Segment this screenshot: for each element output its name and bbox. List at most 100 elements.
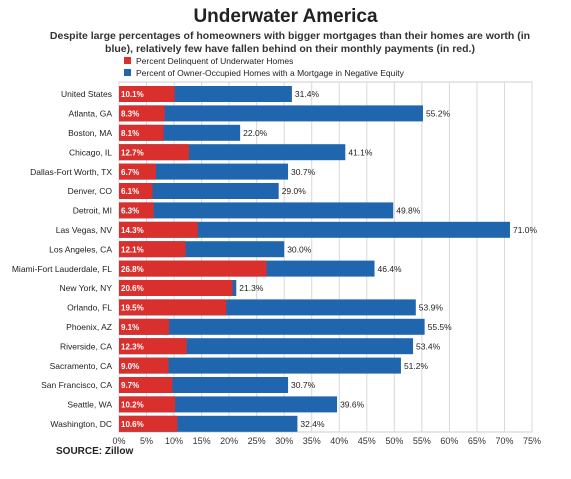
data-label-negative-equity: 55.5% xyxy=(428,322,453,332)
data-label-negative-equity: 32.4% xyxy=(300,419,325,429)
category-label: San Francisco, CA xyxy=(41,380,112,390)
data-label-negative-equity: 53.9% xyxy=(419,303,444,313)
data-label-negative-equity: 30.0% xyxy=(287,244,312,254)
bar-negative-equity xyxy=(119,183,279,199)
legend-swatch-delinquent xyxy=(124,57,131,64)
data-label-negative-equity: 31.4% xyxy=(295,89,320,99)
source-note: SOURCE: Zillow xyxy=(56,446,134,457)
data-label-negative-equity: 30.7% xyxy=(291,167,316,177)
category-label: Riverside, CA xyxy=(60,341,112,351)
bar-negative-equity xyxy=(119,163,289,180)
data-label-delinquent: 9.1% xyxy=(121,323,139,332)
data-label-delinquent: 9.7% xyxy=(121,381,139,390)
category-label: Washington, DC xyxy=(50,419,112,429)
x-tick-label: 15% xyxy=(193,436,211,446)
bar-delinquent xyxy=(119,202,154,219)
x-tick-label: 65% xyxy=(468,436,486,446)
data-label-negative-equity: 46.4% xyxy=(378,264,403,274)
data-label-delinquent: 10.1% xyxy=(121,90,144,99)
data-label-negative-equity: 53.4% xyxy=(416,341,441,351)
bar-delinquent xyxy=(119,280,233,296)
bar-delinquent xyxy=(119,260,267,277)
data-label-delinquent: 10.6% xyxy=(121,420,144,429)
bar-delinquent xyxy=(119,377,173,393)
data-label-delinquent: 6.1% xyxy=(121,187,139,196)
data-label-negative-equity: 51.2% xyxy=(404,361,429,371)
x-tick-label: 40% xyxy=(330,436,348,446)
x-tick-label: 25% xyxy=(248,436,266,446)
category-label: Denver, CO xyxy=(68,186,113,196)
bar-negative-equity xyxy=(119,357,401,374)
bar-delinquent xyxy=(119,163,156,180)
category-label: Atlanta, GA xyxy=(69,109,113,119)
x-tick-label: 35% xyxy=(303,436,321,446)
category-label: Detroit, MI xyxy=(73,206,112,216)
data-label-delinquent: 14.3% xyxy=(121,226,144,235)
data-label-negative-equity: 21.3% xyxy=(239,283,264,293)
category-label: Chicago, IL xyxy=(69,147,112,157)
bar-negative-equity xyxy=(119,318,425,335)
data-label-negative-equity: 39.6% xyxy=(340,400,365,410)
data-label-delinquent: 12.7% xyxy=(121,148,144,157)
data-label-delinquent: 6.7% xyxy=(121,168,139,177)
x-tick-label: 55% xyxy=(413,436,431,446)
bar-delinquent xyxy=(119,183,153,199)
category-label: Miami-Fort Lauderdale, FL xyxy=(12,264,112,274)
chart-subtitle: Despite large percentages of homeowners … xyxy=(49,30,531,55)
bar-negative-equity xyxy=(119,221,510,238)
data-label-delinquent: 9.0% xyxy=(121,362,139,371)
bar-negative-equity xyxy=(119,202,394,219)
category-label: United States xyxy=(61,89,112,99)
data-label-negative-equity: 71.0% xyxy=(513,225,538,235)
data-label-delinquent: 19.5% xyxy=(121,304,144,313)
legend-swatch-negative-equity xyxy=(124,69,131,76)
category-label: Las Vegas, NV xyxy=(56,225,113,235)
bar-delinquent xyxy=(119,124,164,141)
data-label-negative-equity: 49.8% xyxy=(396,206,421,216)
bar-negative-equity xyxy=(119,338,414,355)
category-label: Orlando, FL xyxy=(67,303,112,313)
x-tick-label: 70% xyxy=(495,436,513,446)
x-tick-label: 5% xyxy=(140,436,153,446)
legend-label-delinquent: Percent Delinquent of Underwater Homes xyxy=(136,56,293,66)
x-tick-label: 10% xyxy=(165,436,183,446)
data-label-negative-equity: 55.2% xyxy=(426,109,451,119)
x-tick-label: 30% xyxy=(275,436,293,446)
data-label-delinquent: 12.3% xyxy=(121,342,144,351)
category-label: Sacramento, CA xyxy=(50,361,113,371)
bar-delinquent xyxy=(119,338,187,355)
bar-delinquent xyxy=(119,105,165,122)
x-tick-label: 75% xyxy=(523,436,541,446)
data-label-delinquent: 10.2% xyxy=(121,401,144,410)
bar-delinquent xyxy=(119,299,227,316)
category-label: Los Angeles, CA xyxy=(49,244,112,254)
bar-delinquent xyxy=(119,318,170,335)
x-tick-label: 60% xyxy=(440,436,458,446)
bar-delinquent xyxy=(119,144,189,161)
bar-delinquent xyxy=(119,396,176,413)
bar-delinquent xyxy=(119,357,169,374)
bar-delinquent xyxy=(119,241,186,258)
category-label: Boston, MA xyxy=(68,128,112,138)
category-label: Seattle, WA xyxy=(67,400,112,410)
category-label: Phoenix, AZ xyxy=(66,322,112,332)
legend-label-negative-equity: Percent of Owner-Occupied Homes with a M… xyxy=(136,68,405,78)
data-label-delinquent: 20.6% xyxy=(121,284,144,293)
data-label-negative-equity: 30.7% xyxy=(291,380,316,390)
bar-delinquent xyxy=(119,221,198,238)
category-label: Dallas-Fort Worth, TX xyxy=(30,167,112,177)
data-label-delinquent: 8.3% xyxy=(121,110,139,119)
data-label-delinquent: 6.3% xyxy=(121,207,139,216)
bar-negative-equity xyxy=(119,105,423,122)
data-label-negative-equity: 22.0% xyxy=(243,128,268,138)
data-label-negative-equity: 41.1% xyxy=(348,147,373,157)
category-label: New York, NY xyxy=(60,283,113,293)
data-label-negative-equity: 29.0% xyxy=(282,186,307,196)
data-label-delinquent: 12.1% xyxy=(121,245,144,254)
bar-delinquent xyxy=(119,415,178,432)
x-tick-label: 20% xyxy=(220,436,238,446)
chart-title: Underwater America xyxy=(193,6,378,27)
x-tick-label: 50% xyxy=(385,436,403,446)
data-label-delinquent: 26.8% xyxy=(121,265,144,274)
